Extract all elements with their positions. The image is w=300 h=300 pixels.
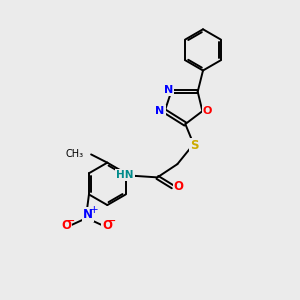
Text: O: O — [202, 106, 212, 116]
Text: HN: HN — [116, 170, 134, 180]
Text: CH₃: CH₃ — [66, 149, 84, 159]
Text: O: O — [174, 180, 184, 193]
Text: N: N — [164, 85, 173, 95]
Text: N: N — [155, 106, 165, 116]
Text: −: − — [106, 214, 117, 227]
Text: O: O — [102, 219, 112, 232]
Text: −: − — [65, 214, 75, 227]
Text: S: S — [190, 140, 198, 152]
Text: +: + — [90, 206, 98, 215]
Text: N: N — [83, 208, 93, 221]
Text: O: O — [61, 219, 71, 232]
